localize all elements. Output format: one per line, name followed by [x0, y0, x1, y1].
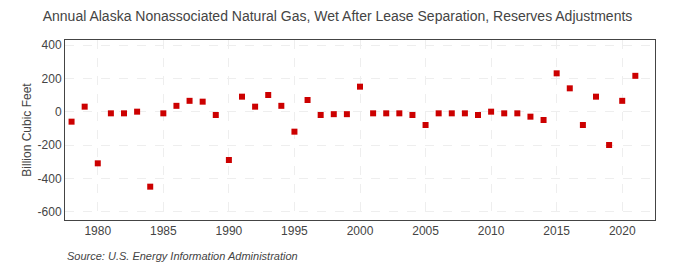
svg-text:2010: 2010: [478, 224, 505, 238]
svg-text:2000: 2000: [347, 224, 374, 238]
svg-text:-400: -400: [38, 172, 62, 186]
svg-text:Annual Alaska Nonassociated Na: Annual Alaska Nonassociated Natural Gas,…: [43, 8, 633, 24]
svg-text:Billion Cubic Feet: Billion Cubic Feet: [20, 83, 34, 177]
svg-text:0: 0: [55, 105, 62, 119]
svg-text:1990: 1990: [216, 224, 243, 238]
svg-text:1995: 1995: [281, 224, 308, 238]
svg-text:400: 400: [42, 38, 62, 52]
svg-text:Source: U.S. Energy Informatio: Source: U.S. Energy Information Administ…: [67, 250, 298, 262]
svg-text:2020: 2020: [609, 224, 636, 238]
svg-text:1985: 1985: [150, 224, 177, 238]
svg-text:1980: 1980: [84, 224, 111, 238]
svg-text:2015: 2015: [543, 224, 570, 238]
svg-text:-200: -200: [38, 138, 62, 152]
svg-text:2005: 2005: [412, 224, 439, 238]
svg-text:200: 200: [42, 72, 62, 86]
svg-text:-600: -600: [38, 205, 62, 219]
